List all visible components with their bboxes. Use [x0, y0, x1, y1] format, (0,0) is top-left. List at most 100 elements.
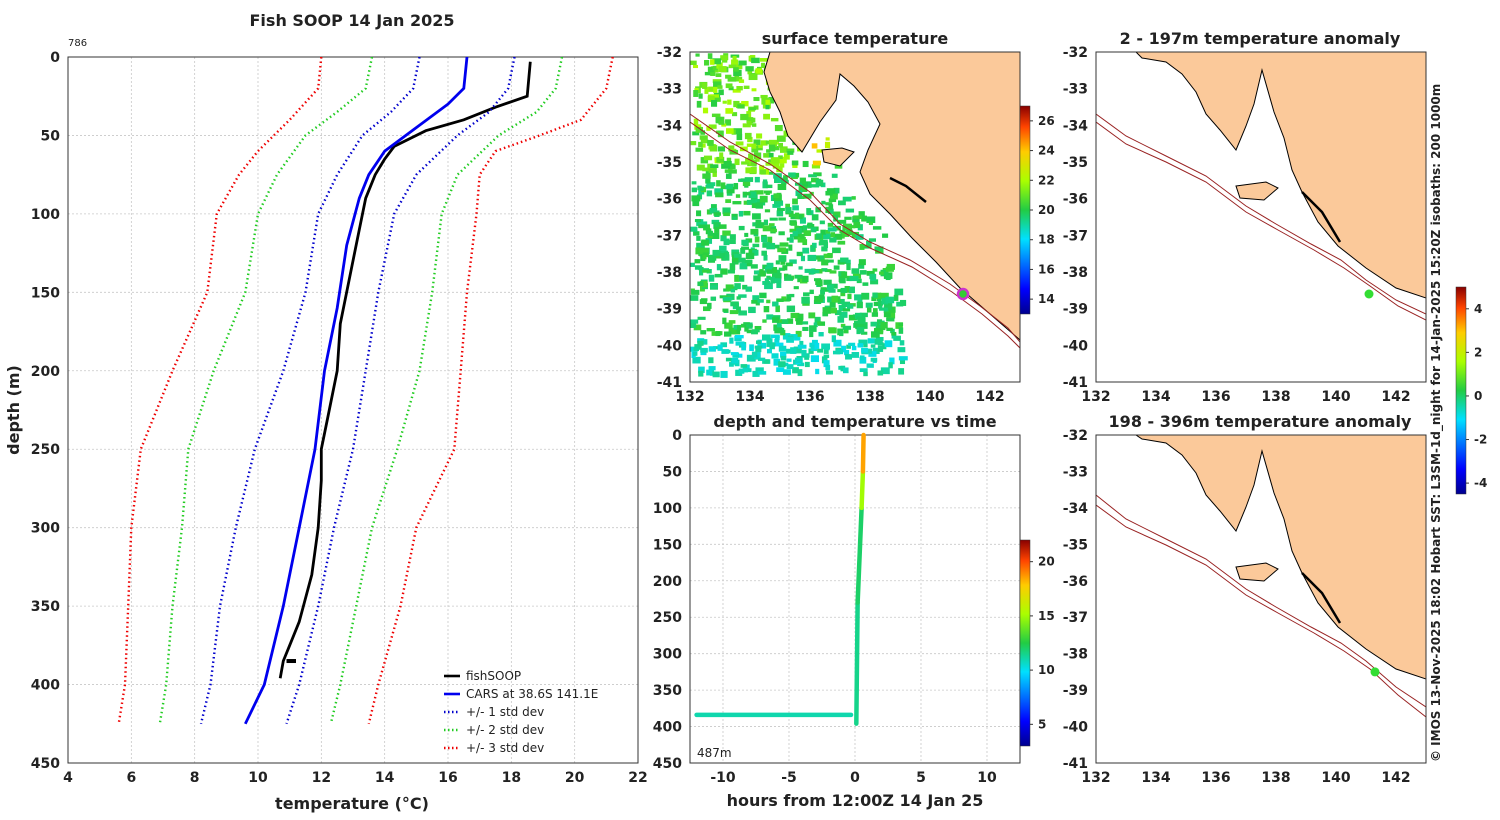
sst-pixel: [727, 99, 732, 105]
sst-pixel: [762, 264, 768, 270]
sst-pixel: [718, 66, 727, 73]
sst-pixel: [763, 190, 772, 194]
profile-ytick-label: 150: [31, 285, 60, 301]
sst-pixel: [858, 263, 865, 269]
sst-pixel: [710, 285, 718, 289]
sst-pixel: [786, 336, 794, 343]
sst-pixel: [838, 200, 846, 206]
sst-pixel: [870, 321, 878, 327]
sst-pixel: [853, 215, 862, 220]
sst-pixel: [770, 157, 780, 164]
sst-pixel: [775, 260, 780, 265]
sst-pixel: [741, 100, 749, 107]
sst-pixel: [776, 166, 783, 173]
anomaly-deep-xtick-label: 132: [1081, 770, 1110, 786]
anomaly-deep-ytick-label: -41: [1063, 756, 1088, 772]
sst-pixel: [804, 268, 814, 273]
sst-pixel: [725, 199, 732, 203]
sst-pixel: [893, 335, 901, 341]
sst-map-ytick-label: -41: [657, 375, 682, 391]
sst-pixel: [709, 144, 718, 152]
sst-pixel: [700, 130, 706, 135]
sst-pixel: [840, 257, 849, 263]
sst-pixel: [736, 296, 741, 300]
sst-pixel: [714, 273, 723, 278]
sst-pixel: [777, 319, 782, 323]
sst-pixel: [768, 97, 775, 104]
sst-pixel: [831, 295, 838, 303]
sst-pixel: [858, 211, 865, 217]
sst-pixel: [870, 331, 880, 338]
sst-pixel: [802, 326, 809, 332]
sst-pixel: [752, 295, 760, 302]
profile-xtick-label: 22: [628, 770, 647, 786]
sst-pixel: [753, 139, 761, 146]
sst-pixel: [797, 362, 805, 367]
sst-pixel: [761, 62, 766, 69]
sst-pixel: [898, 327, 904, 334]
sst-pixel: [786, 294, 792, 302]
sst-pixel: [706, 126, 711, 131]
sst-pixel: [705, 184, 714, 189]
sst-pixel: [742, 181, 751, 187]
sst-pixel: [725, 108, 734, 114]
anomaly-shallow-xtick-label: 140: [1321, 389, 1350, 405]
sst-pixel: [772, 203, 781, 208]
sst-pixel: [772, 272, 782, 279]
sst-pixel: [746, 117, 754, 124]
sst-pixel: [870, 279, 879, 285]
sst-pixel: [891, 333, 897, 339]
sst-pixel: [797, 236, 806, 243]
sst-pixel: [722, 308, 729, 312]
sst-pixel: [778, 142, 784, 148]
sst-pixel: [734, 73, 740, 80]
anomaly-colorbar: [1455, 286, 1467, 495]
sst-pixel: [710, 59, 715, 65]
sst-pixel: [779, 146, 788, 153]
depth-time-xtick-label: 10: [977, 770, 997, 786]
sst-pixel: [833, 233, 843, 240]
sst-pixel: [880, 367, 890, 375]
sst-pixel: [702, 107, 709, 114]
sst-pixel: [690, 262, 695, 267]
sst-pixel: [851, 352, 860, 358]
sst-pixel: [778, 217, 786, 221]
sst-pixel: [733, 69, 742, 77]
sst-pixel: [851, 268, 860, 274]
sst-pixel: [889, 357, 895, 365]
sst-pixel: [695, 126, 704, 133]
sst-pixel: [784, 276, 794, 281]
sst-pixel: [785, 207, 792, 214]
sst-pixel: [868, 351, 877, 357]
sst-pixel: [719, 224, 727, 229]
sst-pixel: [778, 345, 787, 352]
anomaly-deep-ytick-label: -33: [1063, 464, 1088, 480]
sst-map-title: surface temperature: [762, 29, 949, 48]
sst-pixel: [778, 231, 785, 236]
profile-legend: fishSOOP CARS at 38.6S 141.1E +/- 1 std de…: [444, 669, 598, 755]
sst-pixel: [738, 178, 747, 182]
sst-pixel: [876, 297, 882, 302]
sst-pixel: [778, 155, 783, 160]
sst-pixel: [714, 188, 724, 195]
sst-pixel: [707, 230, 713, 236]
sst-pixel: [773, 145, 780, 151]
sst-pixel: [846, 277, 852, 282]
sst-pixel: [823, 354, 830, 359]
sst-pixel: [761, 250, 767, 256]
sst-pixel: [691, 289, 700, 295]
sst-pixel: [849, 286, 855, 294]
sst-pixel: [731, 112, 738, 117]
sst-pixel: [821, 259, 829, 266]
sst-pixel: [824, 141, 831, 149]
sst-pixel: [743, 200, 750, 205]
depth-time-xtick-label: -5: [781, 770, 797, 786]
sst-pixel: [747, 136, 753, 143]
sst-pixel: [783, 153, 790, 160]
profile-ytick-label: 450: [31, 756, 60, 772]
sst-pixel: [741, 261, 746, 268]
sst-map-xtick-label: 138: [855, 389, 884, 405]
anomaly-shallow-ytick-label: -35: [1063, 155, 1088, 171]
sst-pixel: [858, 259, 866, 266]
